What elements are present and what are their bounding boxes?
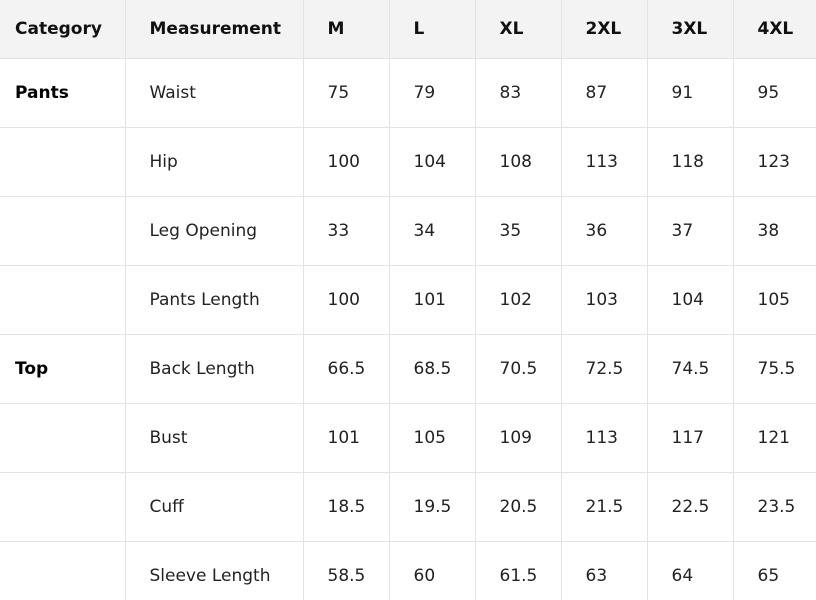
table-row: Leg Opening 33 34 35 36 37 38 [0,196,816,266]
size-value-cell: 91 [646,58,733,128]
size-value-cell: 36 [560,196,647,266]
size-value-cell: 66.5 [302,334,389,404]
measurement-cell: Back Length [124,334,303,404]
measurement-cell: Waist [124,58,303,128]
size-value-cell: 22.5 [646,472,733,542]
table-row: Bust 101 105 109 113 117 121 [0,403,816,473]
category-cell: Pants [0,58,125,128]
column-header: M [302,0,389,59]
size-value-cell: 83 [474,58,561,128]
measurement-cell: Leg Opening [124,196,303,266]
size-value-cell: 63 [560,541,647,600]
column-header: Category [0,0,125,59]
size-value-cell: 75 [302,58,389,128]
size-value-cell: 100 [302,127,389,197]
table-row: Sleeve Length 58.5 60 61.5 63 64 65 [0,541,816,600]
size-value-cell: 60 [388,541,475,600]
size-value-cell: 33 [302,196,389,266]
size-value-cell: 121 [732,403,816,473]
category-cell [0,472,125,542]
table-row: Top Back Length 66.5 68.5 70.5 72.5 74.5 75.5 [0,334,816,404]
category-cell [0,541,125,600]
measurement-cell: Bust [124,403,303,473]
size-value-cell: 117 [646,403,733,473]
size-value-cell: 37 [646,196,733,266]
size-value-cell: 113 [560,127,647,197]
column-header: 3XL [646,0,733,59]
size-value-cell: 38 [732,196,816,266]
size-value-cell: 104 [646,265,733,335]
measurement-cell: Hip [124,127,303,197]
category-cell: Top [0,334,125,404]
header-row: Category Measurement M L XL 2XL 3XL 4XL [0,0,816,59]
size-value-cell: 113 [560,403,647,473]
size-value-cell: 18.5 [302,472,389,542]
size-value-cell: 108 [474,127,561,197]
size-value-cell: 20.5 [474,472,561,542]
size-value-cell: 34 [388,196,475,266]
size-value-cell: 61.5 [474,541,561,600]
size-value-cell: 70.5 [474,334,561,404]
size-value-cell: 87 [560,58,647,128]
table-body: Pants Waist 75 79 83 87 91 95 Hip 100 104 108 113 118… [0,58,816,600]
size-value-cell: 102 [474,265,561,335]
category-cell [0,127,125,197]
size-value-cell: 101 [388,265,475,335]
table-header: Category Measurement M L XL 2XL 3XL 4XL [0,0,816,59]
column-header: 2XL [560,0,647,59]
size-value-cell: 104 [388,127,475,197]
measurement-cell: Pants Length [124,265,303,335]
size-value-cell: 95 [732,58,816,128]
size-value-cell: 19.5 [388,472,475,542]
size-value-cell: 105 [732,265,816,335]
size-value-cell: 64 [646,541,733,600]
size-value-cell: 21.5 [560,472,647,542]
size-value-cell: 79 [388,58,475,128]
size-value-cell: 103 [560,265,647,335]
size-value-cell: 100 [302,265,389,335]
category-cell [0,265,125,335]
table-row: Cuff 18.5 19.5 20.5 21.5 22.5 23.5 [0,472,816,542]
column-header: Measurement [124,0,303,59]
size-value-cell: 23.5 [732,472,816,542]
size-value-cell: 74.5 [646,334,733,404]
table-row: Hip 100 104 108 113 118 123 [0,127,816,197]
size-value-cell: 68.5 [388,334,475,404]
table-row: Pants Length 100 101 102 103 104 105 [0,265,816,335]
category-cell [0,196,125,266]
size-value-cell: 105 [388,403,475,473]
size-value-cell: 109 [474,403,561,473]
size-value-cell: 35 [474,196,561,266]
category-cell [0,403,125,473]
size-value-cell: 75.5 [732,334,816,404]
table-row: Pants Waist 75 79 83 87 91 95 [0,58,816,128]
size-value-cell: 58.5 [302,541,389,600]
size-value-cell: 118 [646,127,733,197]
measurement-cell: Cuff [124,472,303,542]
column-header: 4XL [732,0,816,59]
size-value-cell: 65 [732,541,816,600]
column-header: L [388,0,475,59]
size-value-cell: 101 [302,403,389,473]
size-value-cell: 123 [732,127,816,197]
measurement-cell: Sleeve Length [124,541,303,600]
column-header: XL [474,0,561,59]
size-value-cell: 72.5 [560,334,647,404]
